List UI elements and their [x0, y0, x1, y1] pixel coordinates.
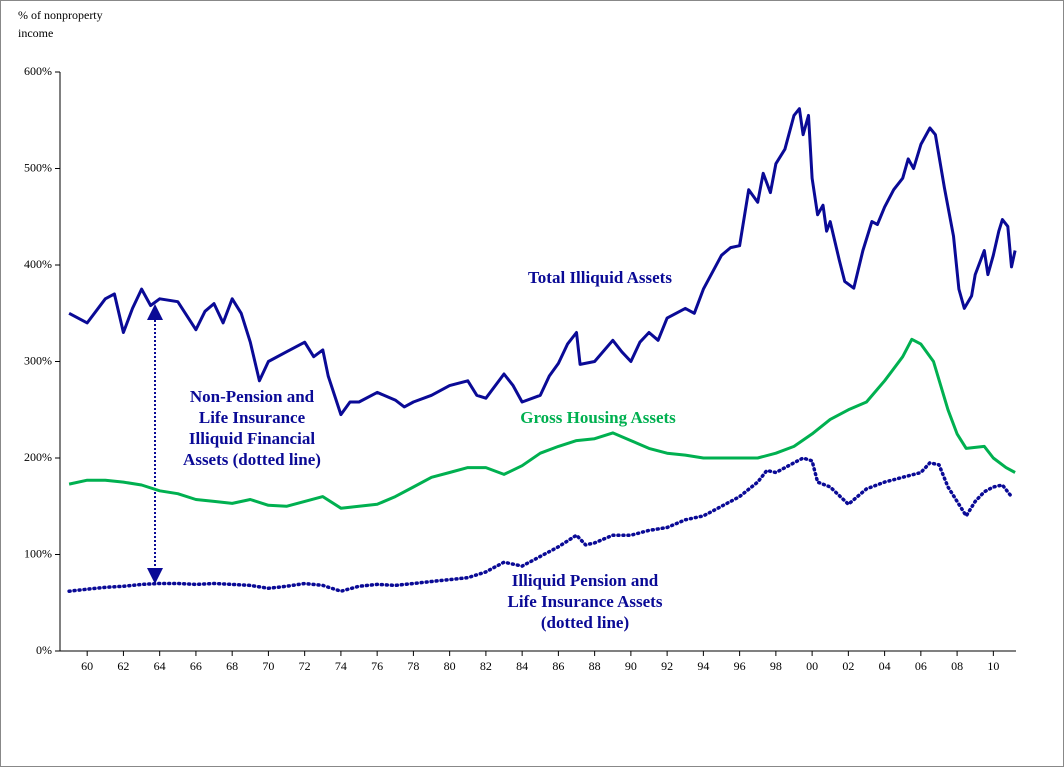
- y-axis-label: income: [18, 26, 53, 40]
- y-tick-label: 300%: [24, 353, 52, 367]
- x-tick-label: 76: [371, 659, 383, 673]
- series-line: [67, 456, 1014, 593]
- x-tick-label: 62: [117, 659, 129, 673]
- x-tick-label: 82: [480, 659, 492, 673]
- y-tick-label: 500%: [24, 160, 52, 174]
- x-tick-label: 00: [806, 659, 818, 673]
- x-tick-label: 02: [842, 659, 854, 673]
- x-tick-label: 72: [299, 659, 311, 673]
- x-tick-label: 96: [734, 659, 746, 673]
- series-line: [68, 107, 1017, 417]
- x-tick-label: 98: [770, 659, 782, 673]
- annotation: (dotted line): [541, 613, 629, 632]
- x-tick-label: 88: [589, 659, 601, 673]
- x-tick-label: 66: [190, 659, 202, 673]
- annotation: Non-Pension and: [190, 387, 315, 406]
- annotation: Gross Housing Assets: [520, 408, 676, 427]
- y-tick-label: 100%: [24, 546, 52, 560]
- annotation: Illiquid Pension and: [512, 571, 659, 590]
- x-tick-label: 70: [262, 659, 274, 673]
- x-tick-label: 10: [987, 659, 999, 673]
- x-tick-label: 80: [444, 659, 456, 673]
- x-tick-label: 04: [879, 659, 891, 673]
- x-tick-label: 78: [407, 659, 419, 673]
- x-tick-label: 08: [951, 659, 963, 673]
- x-tick-label: 64: [154, 659, 166, 673]
- y-axis-label: % of nonproperty: [18, 8, 103, 22]
- x-tick-label: 68: [226, 659, 238, 673]
- y-tick-label: 200%: [24, 450, 52, 464]
- x-tick-label: 86: [552, 659, 564, 673]
- y-tick-label: 400%: [24, 257, 52, 271]
- annotation: Life Insurance: [199, 408, 306, 427]
- annotation: Life Insurance Assets: [508, 592, 663, 611]
- series-line: [68, 337, 1016, 510]
- x-tick-label: 06: [915, 659, 927, 673]
- y-tick-label: 0%: [36, 643, 52, 657]
- x-tick-label: 60: [81, 659, 93, 673]
- x-tick-label: 92: [661, 659, 673, 673]
- x-tick-label: 74: [335, 659, 347, 673]
- x-tick-label: 94: [697, 659, 709, 673]
- y-tick-label: 600%: [24, 64, 52, 78]
- annotation: Total Illiquid Assets: [528, 268, 672, 287]
- x-tick-label: 84: [516, 659, 528, 673]
- annotation: Illiquid Financial: [189, 429, 315, 448]
- x-tick-label: 90: [625, 659, 637, 673]
- annotation: Assets (dotted line): [183, 450, 321, 469]
